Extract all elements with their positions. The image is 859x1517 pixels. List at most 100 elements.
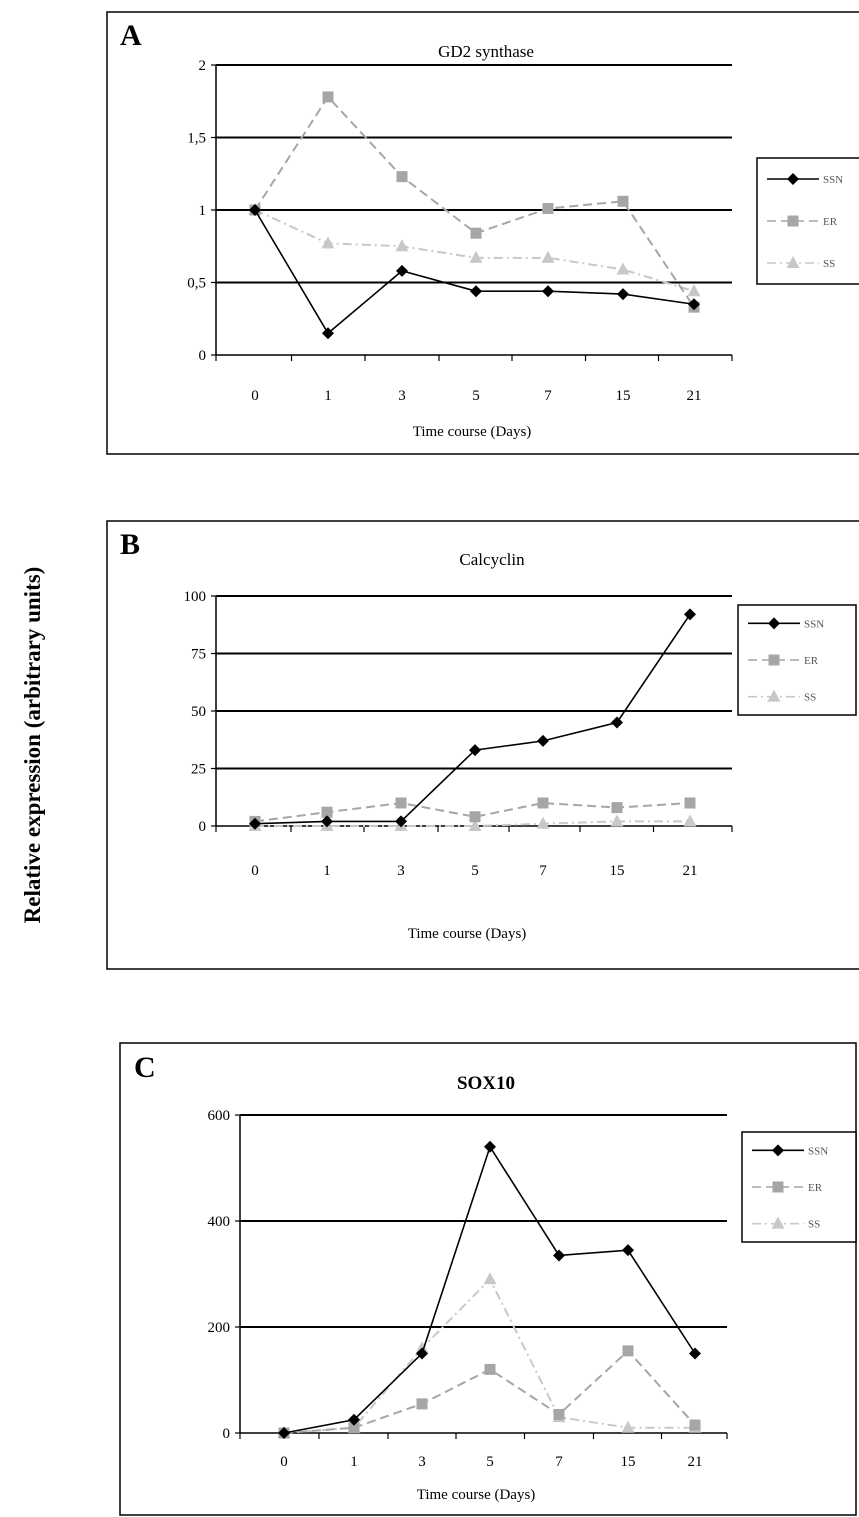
x-tick-label: 3 xyxy=(398,388,406,404)
panel-b-x-ticks: 0 1 3 5 7 15 21 xyxy=(215,826,733,879)
y-tick-label: 0 xyxy=(199,348,207,364)
x-tick-label: 1 xyxy=(324,388,332,404)
data-point-ssn xyxy=(322,327,334,340)
data-point-ssn xyxy=(321,815,333,828)
data-point-ssn xyxy=(278,1427,290,1439)
y-tick-label: 600 xyxy=(208,1108,231,1124)
x-tick-label: 7 xyxy=(544,388,552,404)
panel-c-y-ticks: 0 200 400 600 xyxy=(208,1108,240,1442)
data-point-ss xyxy=(468,819,482,831)
data-point-ssn xyxy=(537,734,549,747)
panel-a-frame xyxy=(106,11,859,455)
panel-b-frame xyxy=(106,520,859,970)
data-point-ss xyxy=(687,284,701,297)
x-tick-label: 0 xyxy=(280,1454,288,1470)
legend-marker-er xyxy=(787,215,799,227)
data-point-ssn xyxy=(484,1140,496,1153)
panel-c-gridlines xyxy=(240,1114,727,1328)
data-point-er xyxy=(617,195,629,207)
legend-label: SS xyxy=(808,1219,820,1231)
data-point-er xyxy=(348,1422,360,1434)
x-tick-label: 3 xyxy=(397,863,405,879)
data-point-ss xyxy=(683,814,697,827)
data-point-er xyxy=(470,227,482,239)
panel-a-legend: SSN ER SS xyxy=(756,157,859,285)
panel-a-series xyxy=(248,91,701,340)
y-tick-label: 1,5 xyxy=(187,131,206,147)
legend-label: SS xyxy=(804,692,816,704)
panel-a-y-ticks: 0 0,5 1 1,5 2 xyxy=(187,58,216,364)
data-point-ssn xyxy=(348,1413,360,1426)
panel-b-series xyxy=(248,608,697,831)
x-tick-label: 7 xyxy=(539,863,547,879)
data-point-ss xyxy=(610,814,624,827)
data-point-er xyxy=(622,1345,634,1357)
legend-marker-ssn xyxy=(787,173,799,185)
data-point-ssn xyxy=(611,716,623,729)
data-point-ss xyxy=(415,1341,429,1354)
legend-marker-ss xyxy=(771,1216,785,1229)
y-tick-label: 25 xyxy=(191,762,206,778)
series-line-ss xyxy=(254,209,695,293)
panel-a-x-ticks: 0 1 3 5 7 15 21 xyxy=(215,355,733,404)
data-point-er xyxy=(396,171,408,183)
x-tick-label: 15 xyxy=(610,863,625,879)
data-point-ss xyxy=(621,1420,635,1433)
data-point-ss xyxy=(469,250,483,263)
data-point-er xyxy=(542,203,554,215)
data-point-er xyxy=(611,802,623,814)
legend-marker-ssn xyxy=(772,1144,784,1157)
legend-label: SSN xyxy=(808,1145,828,1157)
data-point-ss xyxy=(616,262,630,275)
data-point-ss xyxy=(483,1272,497,1285)
panel-b-x-axis-label: Time course (Days) xyxy=(408,926,527,942)
panel-c-frame xyxy=(119,1042,857,1516)
legend-label: SS xyxy=(823,258,835,270)
data-point-ssn xyxy=(416,1347,428,1360)
panel-c-legend: SSN ER SS xyxy=(741,1131,857,1243)
panel-b-y-ticks: 0 25 50 75 100 xyxy=(184,589,216,835)
x-tick-label: 15 xyxy=(621,1454,636,1470)
series-line-ssn xyxy=(283,1144,696,1434)
y-tick-label: 0,5 xyxy=(187,276,206,292)
y-axis-label: Relative expression (arbitrary units) xyxy=(20,567,45,924)
panel-b-letter: B xyxy=(120,528,140,561)
legend-label: ER xyxy=(808,1182,823,1194)
x-tick-label: 1 xyxy=(323,863,331,879)
panel-c-x-ticks: 0 1 3 5 7 15 21 xyxy=(239,1433,728,1470)
data-point-er xyxy=(395,797,407,809)
x-tick-label: 5 xyxy=(471,863,479,879)
panel-c-chart: C SOX10 Time course (Days) 0 200 400 600 0 1… xyxy=(119,1042,857,1516)
panel-a-chart: A GD2 synthase Time course (Days) 0 0,5 1 1… xyxy=(106,11,859,455)
data-point-ss xyxy=(321,236,335,249)
data-point-er xyxy=(484,1363,496,1375)
panel-a-x-axis-label: Time course (Days) xyxy=(413,424,532,440)
panel-a-title: GD2 synthase xyxy=(438,42,534,61)
data-point-er xyxy=(321,806,333,818)
data-point-ssn xyxy=(396,264,408,277)
data-point-ss xyxy=(536,816,550,829)
panel-b-gridlines xyxy=(216,595,732,770)
panel-b-legend: SSN ER SS xyxy=(737,604,857,716)
x-tick-label: 21 xyxy=(688,1454,703,1470)
data-point-ssn xyxy=(542,285,554,298)
x-tick-label: 15 xyxy=(616,388,631,404)
y-tick-label: 200 xyxy=(208,1320,231,1336)
x-tick-label: 7 xyxy=(555,1454,563,1470)
x-tick-label: 21 xyxy=(683,863,698,879)
panel-c-letter: C xyxy=(134,1051,156,1084)
panel-c-axes xyxy=(239,1115,727,1434)
data-point-er xyxy=(322,91,334,103)
legend-label: ER xyxy=(823,216,838,228)
legend-marker-er xyxy=(768,654,780,666)
x-tick-label: 3 xyxy=(418,1454,426,1470)
data-point-ssn xyxy=(689,1347,701,1360)
y-tick-label: 100 xyxy=(184,589,207,605)
legend-label: SSN xyxy=(823,174,843,186)
data-point-er xyxy=(537,797,549,809)
x-tick-label: 1 xyxy=(350,1454,358,1470)
panel-c-title: SOX10 xyxy=(457,1073,515,1094)
data-point-ssn xyxy=(684,608,696,621)
x-tick-label: 0 xyxy=(251,863,259,879)
data-point-er xyxy=(416,1398,428,1410)
